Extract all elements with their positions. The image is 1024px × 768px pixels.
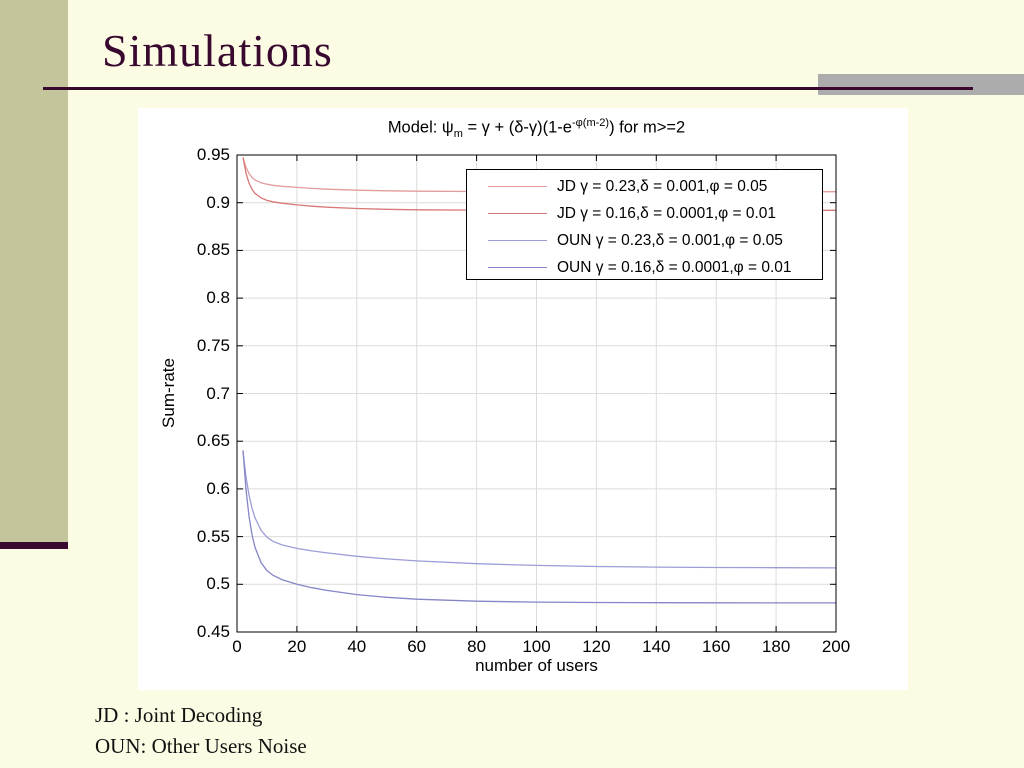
decorative-gray-bar: [818, 74, 1024, 95]
legend-line-sample-oun2: [488, 266, 547, 269]
x-tick-label: 60: [407, 637, 427, 656]
x-tick-label: 100: [522, 637, 551, 656]
legend-label: JD γ = 0.16,δ = 0.0001,φ = 0.01: [557, 204, 777, 222]
legend-line-sample-oun1: [488, 239, 547, 242]
y-tick-label: 0.5: [206, 574, 230, 594]
legend-row: JD γ = 0.16,δ = 0.0001,φ = 0.01: [467, 200, 822, 227]
y-tick-label: 0.8: [206, 288, 230, 308]
chart-title-part: = γ + (δ-γ)(1-e: [462, 118, 572, 137]
chart-title: Model: ψm = γ + (δ-γ)(1-e-φ(m-2)) for m>…: [237, 117, 836, 140]
x-tick-label: 80: [467, 637, 487, 656]
legend-row: OUN γ = 0.16,δ = 0.0001,φ = 0.01: [467, 254, 822, 281]
slide-title: Simulations: [102, 25, 333, 76]
y-tick-label: 0.85: [196, 240, 230, 260]
legend-line-sample-jd2: [488, 212, 547, 215]
y-tick-label: 0.95: [196, 145, 230, 164]
curve-3: [242, 450, 836, 604]
chart-title-part: ) for m>=2: [609, 118, 686, 137]
y-tick-label: 0.65: [196, 431, 230, 451]
y-tick-label: 0.55: [196, 526, 230, 546]
legend-label: JD γ = 0.23,δ = 0.001,φ = 0.05: [557, 177, 768, 195]
chart-title-superscript: -φ(m-2): [571, 117, 610, 129]
footnote: JD : Joint Decoding OUN: Other Users Noi…: [95, 700, 307, 762]
x-tick-label: 0: [232, 637, 242, 656]
x-tick-label: 120: [582, 637, 611, 656]
x-tick-label: 200: [821, 637, 851, 656]
y-tick-label: 0.7: [206, 383, 230, 403]
footnote-line-jd: JD : Joint Decoding: [95, 703, 263, 727]
curve-2: [242, 451, 837, 569]
legend-label: OUN γ = 0.16,δ = 0.0001,φ = 0.01: [557, 258, 792, 276]
chart-title-part: Model: ψ: [387, 118, 454, 137]
y-tick-label: 0.9: [206, 192, 230, 212]
legend-row: OUN γ = 0.23,δ = 0.001,φ = 0.05: [467, 227, 822, 254]
legend: JD γ = 0.23,δ = 0.001,φ = 0.05 JD γ = 0.…: [466, 169, 823, 280]
chart-title-subscript: m: [453, 127, 463, 140]
x-tick-label: 180: [761, 637, 791, 656]
left-sidebar-bar: [0, 0, 68, 542]
footnote-line-oun: OUN: Other Users Noise: [95, 734, 307, 758]
x-tick-label: 20: [287, 637, 307, 656]
x-tick-label: 40: [347, 637, 367, 656]
y-tick-label: 0.75: [196, 335, 230, 355]
left-sidebar-accent-bar: [0, 542, 68, 549]
title-underline: [43, 87, 973, 90]
y-tick-label: 0.6: [206, 478, 230, 498]
x-axis-label: number of users: [475, 656, 598, 675]
axis-ticks: [236, 154, 837, 633]
x-tick-label: 160: [702, 637, 731, 656]
legend-row: JD γ = 0.23,δ = 0.001,φ = 0.05: [467, 173, 822, 200]
x-tick-label: 140: [642, 637, 671, 656]
y-tick-label: 0.45: [196, 622, 230, 641]
legend-line-sample-jd1: [488, 185, 547, 188]
legend-label: OUN γ = 0.23,δ = 0.001,φ = 0.05: [557, 231, 783, 249]
chart-panel: Model: ψm = γ + (δ-γ)(1-e-φ(m-2)) for m>…: [138, 108, 908, 690]
